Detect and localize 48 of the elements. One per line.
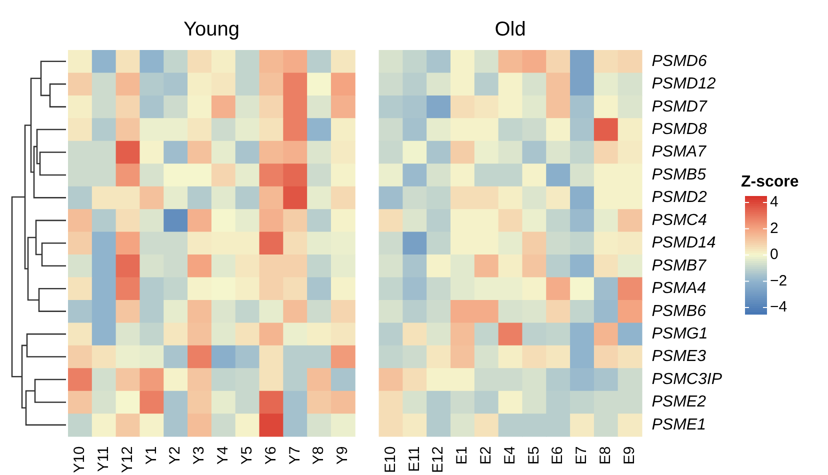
x-tick-label: Y6 [262, 446, 280, 465]
y-tick-label: PSMD8 [652, 120, 707, 138]
y-tick-label: PSMB5 [652, 166, 706, 184]
color-bar-label: 0 [770, 246, 778, 264]
text: Young [183, 18, 240, 41]
color-bar-label: 2 [770, 220, 778, 237]
y-tick-label: PSMD2 [652, 189, 707, 206]
y-tick-label: PSME2 [652, 394, 706, 411]
y-tick-label: PSMD6 [652, 52, 707, 70]
color-bar-label: −2 [770, 272, 788, 290]
x-tick-label: E4 [501, 446, 518, 465]
x-tick-label: Y9 [334, 446, 352, 465]
x-tick-label: E7 [573, 446, 590, 465]
y-tick-label: PSME1 [652, 416, 706, 434]
x-tick-label: E2 [478, 446, 495, 465]
x-tick-label: Y3 [190, 446, 208, 465]
x-tick-label: E9 [620, 446, 638, 465]
x-tick-label: Y10 [71, 446, 88, 474]
y-tick-label: PSMA7 [652, 144, 708, 161]
y-tick-label: PSMD12 [652, 76, 716, 93]
x-tick-label: Y2 [166, 446, 184, 465]
x-tick-label: E12 [430, 446, 447, 474]
y-tick-label: PSME3 [652, 348, 706, 366]
x-tick-label: E8 [597, 446, 614, 465]
color-bar-label: −4 [770, 298, 788, 316]
x-tick-label: Y4 [214, 446, 232, 465]
y-tick-label: PSMD14 [652, 234, 716, 252]
y-tick-label: PSMC3IP [652, 370, 722, 388]
color-bar-label: 4 [770, 194, 778, 211]
x-tick-label: Y5 [238, 446, 256, 465]
y-tick-label: PSMB6 [652, 302, 706, 320]
x-tick-label: Y11 [95, 446, 112, 472]
text: Old [494, 18, 526, 41]
x-tick-label: E5 [525, 446, 542, 465]
x-tick-label: E6 [549, 446, 566, 465]
y-tick-label: PSMB7 [652, 257, 708, 274]
x-tick-label: Y7 [286, 446, 304, 465]
x-tick-label: Y12 [118, 446, 136, 474]
color-bar-title: Z-score [741, 173, 799, 190]
x-tick-label: E1 [454, 446, 471, 465]
y-tick-label: PSMC4 [652, 212, 707, 229]
x-tick-label: E10 [382, 446, 399, 474]
x-tick-label: Y1 [142, 446, 160, 465]
x-tick-label: E11 [406, 446, 423, 472]
y-tick-label: PSMD7 [652, 98, 708, 116]
y-tick-label: PSMA4 [652, 280, 706, 298]
x-tick-label: Y8 [310, 446, 328, 465]
y-tick-label: PSMG1 [652, 326, 708, 343]
